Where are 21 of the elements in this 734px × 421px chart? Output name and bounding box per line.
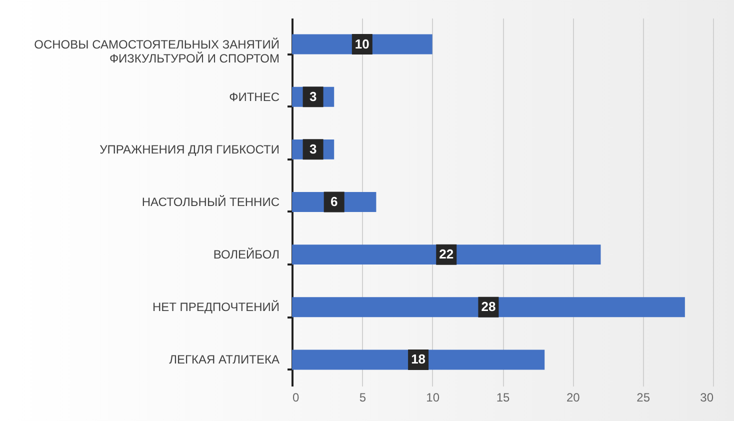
x-tick-label: 15 (496, 390, 510, 404)
y-tick-label: НАСТОЛЬНЫЙ ТЕННИС (142, 195, 280, 209)
data-label: 22 (439, 246, 454, 262)
data-label: 10 (354, 36, 370, 52)
y-tick-label: ЛЕГКАЯ АТЛИТЕКА (169, 352, 280, 367)
x-tick-label: 10 (426, 390, 440, 404)
y-tick-label: ВОЛЕЙБОЛ (213, 248, 280, 262)
data-label: 3 (309, 141, 317, 156)
x-tick-label: 0 (292, 390, 300, 404)
data-label: 3 (309, 88, 317, 104)
data-label: 6 (330, 194, 338, 209)
x-tick-label: 20 (566, 390, 580, 404)
data-label: 28 (481, 299, 496, 314)
y-tick-label: ОСНОВЫ САМОСТОЯТЕЛЬНЫХ ЗАНЯТИЙ ФИЗКУЛЬТУРОЙ И СПОРТОМ (34, 37, 280, 66)
x-tick-label: 25 (636, 390, 650, 404)
y-tick-label: ФИТНЕС (229, 90, 280, 104)
y-tick-label: НЕТ ПРЕДПОЧТЕНИЙ (152, 300, 280, 314)
data-label: 18 (411, 352, 426, 367)
y-tick-label: УПРАЖНЕНИЯ ДЛЯ ГИБКОСТИ (100, 142, 280, 156)
x-tick-label: 30 (700, 390, 714, 404)
x-tick-label: 5 (359, 390, 366, 404)
